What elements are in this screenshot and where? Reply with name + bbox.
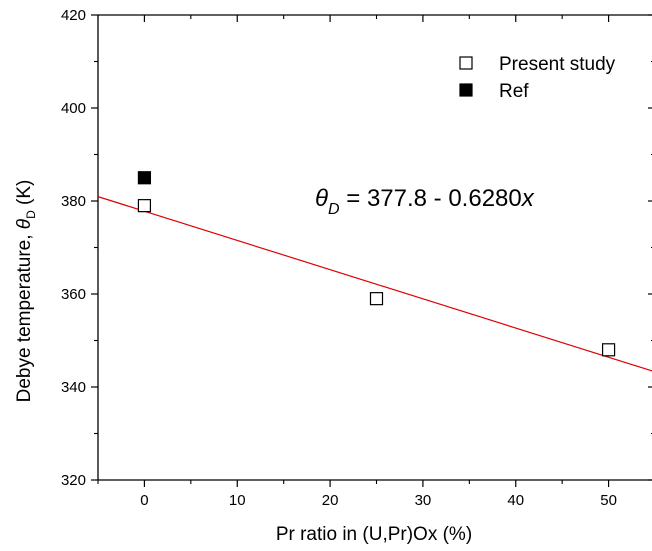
present-study-point	[137, 199, 152, 213]
y-tick-label: 340	[61, 379, 86, 396]
legend: Present study Ref	[459, 54, 616, 102]
legend-ref-label: Ref	[499, 81, 529, 102]
axes	[97, 14, 652, 481]
ref-point	[137, 171, 152, 185]
legend-present-study-label: Present study	[499, 54, 616, 75]
y-tick-label: 320	[61, 472, 86, 489]
data-points	[137, 171, 616, 357]
fit-equation-variable: x	[521, 185, 535, 212]
fit-equation-subscript: D	[328, 201, 340, 218]
fit-equation-body: = 377.8 - 0.6280	[340, 185, 522, 212]
fit-equation-symbol: θ	[315, 185, 328, 212]
y-axis-title-symbol: θ	[14, 218, 35, 229]
y-axis-title-suffix: (K)	[14, 180, 35, 211]
y-axis-title: Debye temperature, θD (K)	[14, 180, 38, 403]
x-tick-label: 30	[415, 492, 432, 509]
x-tick-label: 40	[507, 492, 524, 509]
x-axis-title: Pr ratio in (U,Pr)Ox (%)	[276, 524, 472, 545]
y-tick-label: 360	[61, 286, 86, 303]
x-tick-label: 0	[140, 492, 148, 509]
y-tick-label: 420	[61, 7, 86, 24]
y-axis-title-prefix: Debye temperature,	[14, 229, 35, 402]
x-tick-label: 50	[600, 492, 617, 509]
y-tick-label: 380	[61, 193, 86, 210]
x-tick-label: 20	[322, 492, 339, 509]
present-study-point	[601, 343, 616, 357]
fit-equation-annotation: θD = 377.8 - 0.6280x	[315, 185, 535, 218]
y-axis-title-subscript: D	[24, 210, 38, 219]
fit-line	[97, 196, 652, 372]
legend-present-study-marker	[459, 56, 473, 70]
present-study-point	[369, 292, 384, 306]
ticks: 0 10 20 30 40 50 320 340 360 380 400 420	[61, 7, 652, 509]
legend-ref-marker	[459, 83, 473, 97]
x-tick-label: 10	[229, 492, 246, 509]
y-tick-label: 400	[61, 100, 86, 117]
fit-line-group	[97, 196, 652, 372]
